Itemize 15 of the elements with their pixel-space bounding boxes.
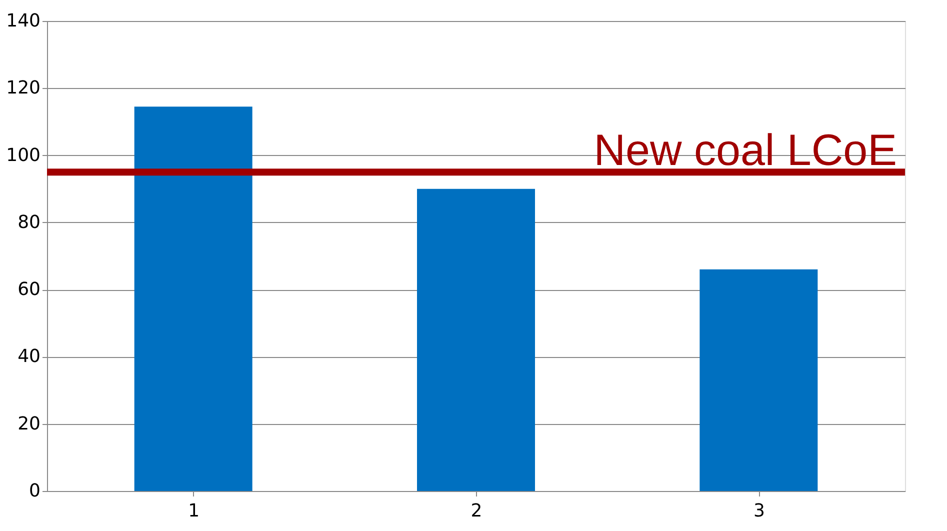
x-tick-label: 1	[188, 500, 200, 522]
y-tick-label: 20	[18, 413, 40, 434]
x-tick-label: 3	[753, 500, 765, 522]
bar	[134, 106, 252, 491]
y-tick-label: 40	[18, 346, 40, 368]
bar	[417, 188, 535, 491]
y-tick-label: 140	[6, 10, 40, 32]
y-tick-label: 120	[6, 78, 40, 99]
y-tick-label: 100	[6, 144, 40, 166]
x-tick-label: 2	[470, 500, 482, 522]
y-tick-label: 80	[18, 212, 40, 233]
bar	[700, 269, 818, 491]
y-tick-label: 0	[29, 480, 40, 502]
ref-line-label: New coal LCoE	[594, 126, 897, 176]
y-tick-label: 60	[18, 279, 40, 300]
